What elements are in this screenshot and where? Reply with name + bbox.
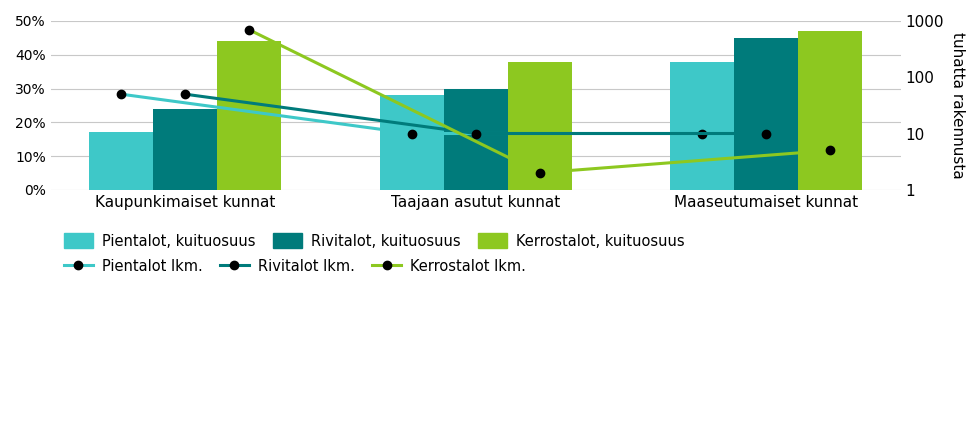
Bar <box>734 38 799 190</box>
Bar <box>508 61 571 190</box>
Bar <box>799 31 862 190</box>
Bar <box>670 61 734 190</box>
Bar <box>89 132 153 190</box>
Y-axis label: tuhatta rakennusta: tuhatta rakennusta <box>950 32 965 179</box>
Bar <box>153 109 218 190</box>
Bar <box>444 88 508 190</box>
Bar <box>218 41 281 190</box>
Legend: Pientalot lkm., Rivitalot lkm., Kerrostalot lkm.: Pientalot lkm., Rivitalot lkm., Kerrosta… <box>58 253 532 280</box>
Bar <box>380 95 444 190</box>
